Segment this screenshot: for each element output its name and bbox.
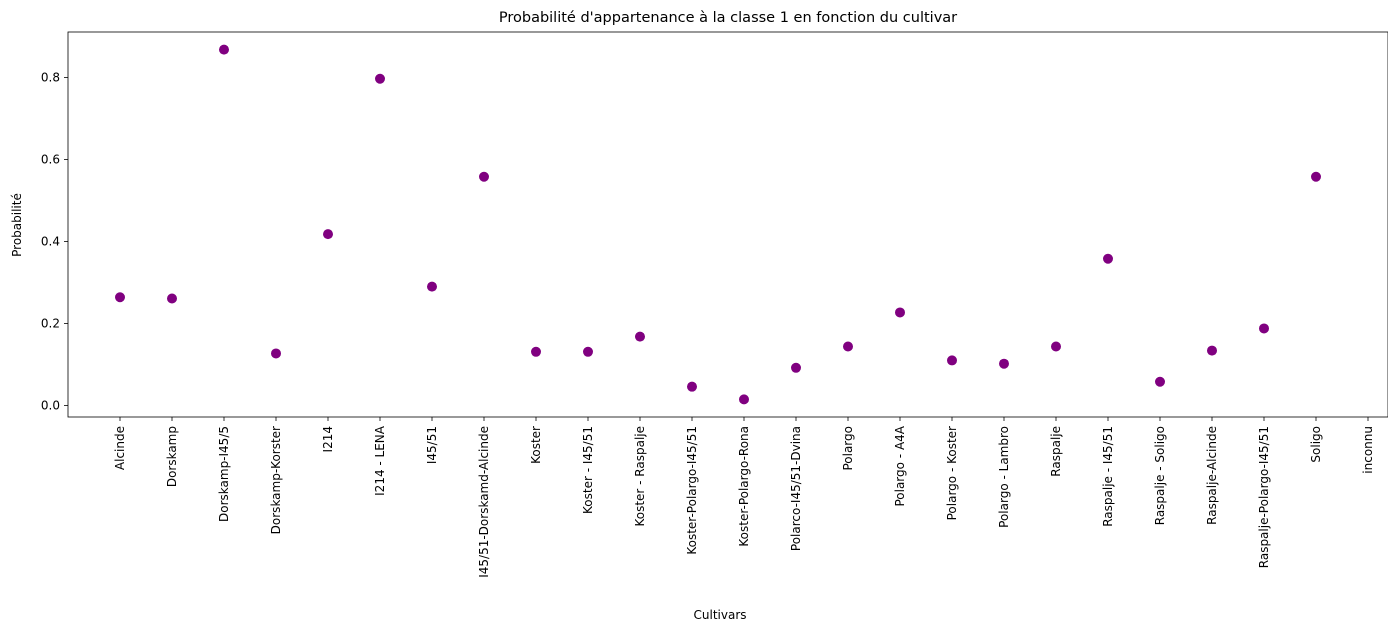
data-point [1259,323,1269,334]
x-tick-label: Polargo - Lambro [997,426,1011,528]
y-tick-label: 0.4 [41,235,60,249]
data-point [479,171,489,182]
chart-title: Probabilité d'appartenance à la classe 1… [499,10,957,26]
x-tick-label: inconnu [1361,426,1375,474]
x-tick-label: I214 [321,426,335,452]
data-point [635,331,645,342]
x-tick-label: Polargo [841,426,855,471]
data-point [1207,345,1217,356]
data-point [115,292,125,303]
data-point [1155,376,1165,387]
x-tick-label: Koster - I45/51 [581,426,595,514]
data-point [271,348,281,359]
data-point [583,346,593,357]
x-tick-label: Raspalje-Polargo-I45/51 [1257,426,1271,568]
y-tick-label: 0.2 [41,317,60,331]
x-tick-label: Koster [529,426,543,464]
data-point [531,346,541,357]
x-tick-label: Soligo [1309,426,1323,463]
y-axis: 0.0 0.2 0.4 0.6 0.8 [41,71,68,413]
data-point [1103,253,1113,264]
x-tick-label: I45/51 [425,426,439,464]
data-point [427,281,437,292]
x-tick-label: I45/51-Dorskamd-Alcinde [477,426,491,578]
x-tick-label: Dorskamp [165,426,179,487]
y-tick-label: 0.0 [41,399,60,413]
data-point [219,44,229,55]
x-tick-label: Dorskamp-I45/5 [217,426,231,522]
plot-area-frame [67,31,1388,418]
data-point [791,362,801,373]
x-tick-label: Koster-Polargo-I45/51 [685,426,699,555]
y-tick-label: 0.6 [41,153,60,167]
y-tick-label: 0.8 [41,71,60,85]
x-tick-label: Raspalje - Soligo [1153,426,1167,525]
x-tick-label: Raspalje-Alcinde [1205,426,1219,525]
x-tick-label: Polargo - Koster [945,426,959,520]
x-tick-label: Alcinde [113,426,127,470]
data-point [843,341,853,352]
data-point [999,358,1009,369]
data-point [895,307,905,318]
x-tick-label: I214 - LENA [373,425,387,496]
data-points [115,44,1321,405]
data-point [323,229,333,240]
data-point [739,394,749,405]
data-point [1051,341,1061,352]
data-point [167,293,177,304]
data-point [947,355,957,366]
x-axis: Alcinde Dorskamp Dorskamp-I45/5 Dorskamp-Ko… [113,417,1375,578]
x-tick-label: Koster-Polargo-Rona [737,426,751,547]
x-tick-label: Raspalje - I45/51 [1101,426,1115,527]
x-tick-label: Dorskamp-Korster [269,426,283,534]
x-tick-label: Polargo - A4A [893,425,907,506]
data-point [375,73,385,84]
y-axis-title: Probabilité [10,193,24,257]
x-axis-title: Cultivars [694,608,747,622]
x-tick-label: Koster - Raspalje [633,426,647,527]
data-point [687,381,697,392]
x-tick-label: Raspalje [1049,426,1063,477]
x-tick-label: Polarco-I45/51-Dvina [789,426,803,551]
data-point [1311,171,1321,182]
